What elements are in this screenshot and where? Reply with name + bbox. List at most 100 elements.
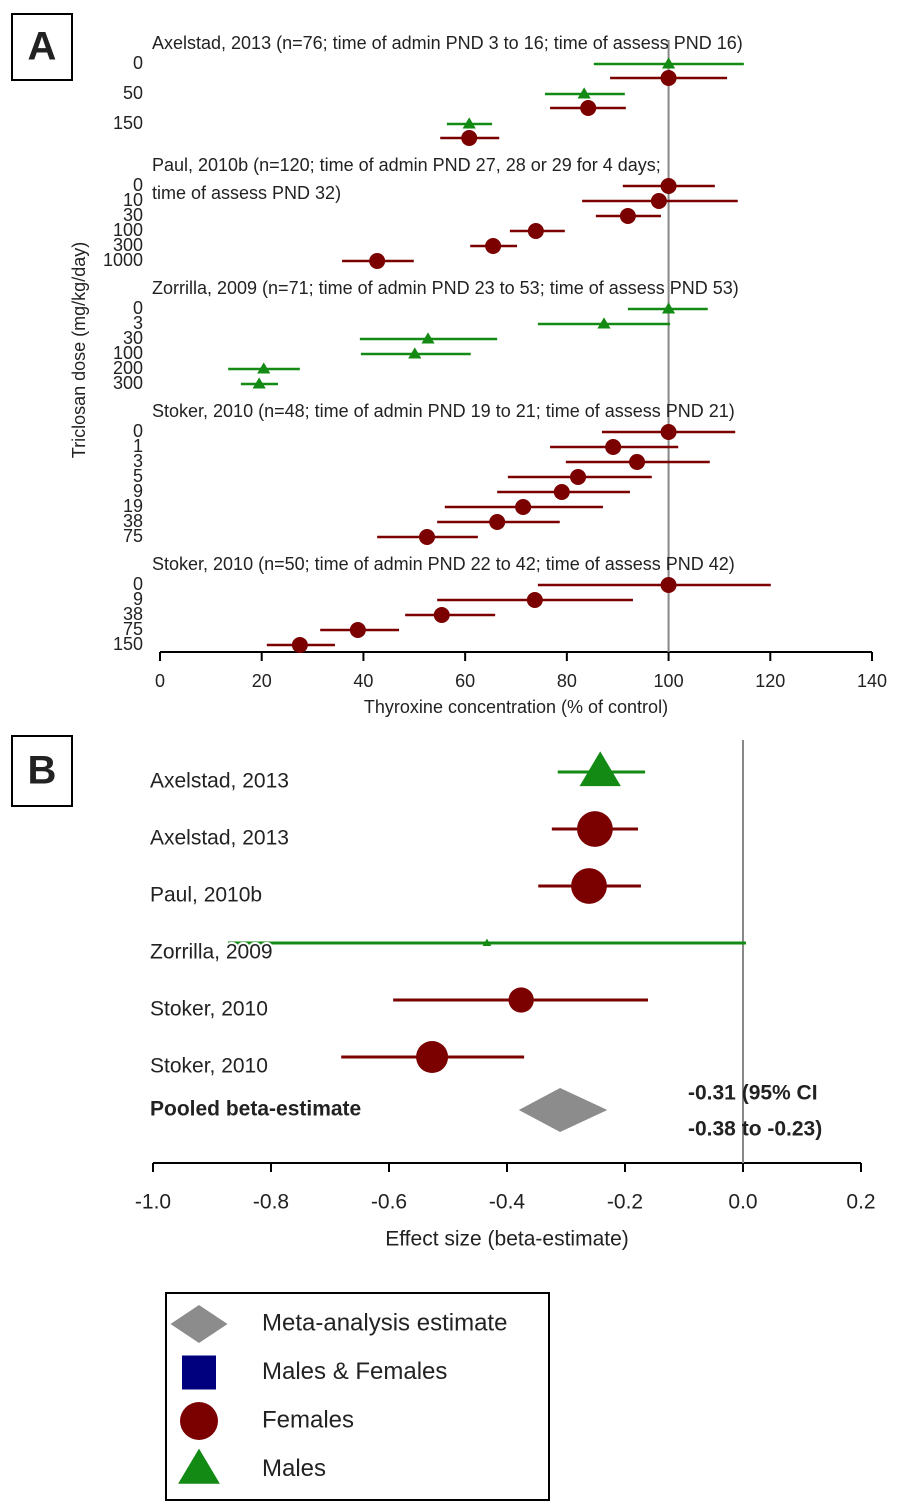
x-tick-label: 120 <box>755 671 785 691</box>
marker-triangle <box>421 332 435 344</box>
legend-label: Males & Females <box>262 1358 447 1385</box>
marker-circle <box>526 592 543 608</box>
study-label: Zorrilla, 2009 (n=71; time of admin PND … <box>152 278 739 298</box>
dose-label: 75 <box>123 619 143 639</box>
study-label: Stoker, 2010 (n=50; time of admin PND 22… <box>152 554 735 574</box>
marker-triangle <box>661 57 676 69</box>
marker-triangle <box>257 362 271 374</box>
marker-circle <box>489 514 506 530</box>
marker-diamond <box>170 1305 228 1343</box>
study-label: time of assess PND 32) <box>152 183 341 203</box>
dose-label: 100 <box>113 220 143 240</box>
pooled-label: Pooled beta-estimate <box>150 1098 361 1121</box>
marker-triangle <box>482 938 492 946</box>
marker-circle <box>527 223 544 239</box>
study-label: Paul, 2010b (n=120; time of admin PND 27… <box>152 155 661 175</box>
dose-label: 300 <box>113 235 143 255</box>
panel-label-box <box>11 13 73 81</box>
dose-label: 300 <box>113 373 143 393</box>
marker-triangle <box>577 87 591 99</box>
x-tick-label: 0 <box>155 671 165 691</box>
marker-triangle <box>408 347 422 359</box>
dose-label: 75 <box>123 526 143 546</box>
dose-label: 200 <box>113 358 143 378</box>
x-tick-label: 20 <box>252 671 272 691</box>
x-tick-label: -0.8 <box>253 1191 289 1214</box>
study-label: Axelstad, 2013 (n=76; time of admin PND … <box>152 33 743 53</box>
marker-circle <box>485 238 502 254</box>
x-tick-label: 40 <box>353 671 373 691</box>
dose-label: 38 <box>123 604 143 624</box>
marker-circle <box>180 1402 218 1440</box>
dose-label: 150 <box>113 113 143 133</box>
marker-circle <box>580 100 597 116</box>
marker-circle <box>515 499 532 515</box>
dose-label: 0 <box>133 53 143 73</box>
dose-label: 100 <box>113 343 143 363</box>
marker-circle <box>605 439 622 455</box>
legend-box <box>165 1292 550 1501</box>
x-tick-label: 100 <box>654 671 684 691</box>
panel-label: A <box>28 25 57 69</box>
marker-circle <box>660 178 677 194</box>
dose-label: 0 <box>133 175 143 195</box>
dose-label: 1 <box>133 436 143 456</box>
study-label: Stoker, 2010 <box>150 998 268 1021</box>
x-tick-label: 60 <box>455 671 475 691</box>
marker-circle <box>461 130 478 146</box>
x-tick-label: -0.4 <box>489 1191 526 1214</box>
dose-label: 9 <box>133 481 143 501</box>
marker-circle <box>553 484 570 500</box>
dose-label: 3 <box>133 313 143 333</box>
marker-circle <box>650 193 667 209</box>
legend-label: Males <box>262 1455 326 1482</box>
panel-label-box <box>11 735 73 807</box>
dose-label: 0 <box>133 421 143 441</box>
dose-label: 10 <box>123 190 143 210</box>
marker-circle <box>291 637 308 653</box>
dose-label: 3 <box>133 451 143 471</box>
marker-circle <box>433 607 450 623</box>
x-tick-label: 0.0 <box>728 1191 757 1214</box>
study-label: Axelstad, 2013 <box>150 770 289 793</box>
marker-circle <box>419 529 435 545</box>
marker-triangle <box>178 1448 220 1484</box>
dose-label: 50 <box>123 83 143 103</box>
marker-circle <box>577 811 613 847</box>
x-tick-label: 80 <box>557 671 577 691</box>
dose-label: 0 <box>133 298 143 318</box>
x-tick-label: -1.0 <box>135 1191 171 1214</box>
x-tick-label: 0.2 <box>846 1191 875 1214</box>
study-label: Stoker, 2010 (n=48; time of admin PND 19… <box>152 401 735 421</box>
marker-circle <box>369 253 386 269</box>
dose-label: 5 <box>133 466 143 486</box>
marker-circle <box>660 70 677 86</box>
marker-triangle <box>597 317 611 329</box>
dose-label: 0 <box>133 574 143 594</box>
legend-label: Meta-analysis estimate <box>262 1309 507 1336</box>
marker-circle <box>619 208 636 224</box>
marker-square <box>182 1355 216 1390</box>
y-axis-label: Triclosan dose (mg/kg/day) <box>69 242 89 458</box>
x-tick-label: 140 <box>857 671 887 691</box>
marker-triangle <box>661 302 676 314</box>
x-axis-label: Effect size (beta-estimate) <box>385 1228 629 1251</box>
legend-label: Females <box>262 1406 354 1433</box>
study-label: Stoker, 2010 <box>150 1055 268 1078</box>
marker-circle <box>508 987 534 1013</box>
study-label: Zorrilla, 2009 <box>150 941 273 964</box>
dose-label: 9 <box>133 589 143 609</box>
x-axis-label: Thyroxine concentration (% of control) <box>364 697 668 717</box>
x-tick-label: -0.2 <box>607 1191 643 1214</box>
marker-circle <box>629 454 646 470</box>
dose-label: 38 <box>123 511 143 531</box>
dose-label: 30 <box>123 205 143 225</box>
pooled-diamond <box>518 1088 608 1132</box>
dose-label: 150 <box>113 634 143 654</box>
pooled-value-label: -0.31 (95% CI <box>688 1082 818 1105</box>
study-label: Paul, 2010b <box>150 884 262 907</box>
marker-triangle <box>462 117 476 129</box>
marker-circle <box>416 1041 449 1073</box>
marker-circle <box>349 622 366 638</box>
